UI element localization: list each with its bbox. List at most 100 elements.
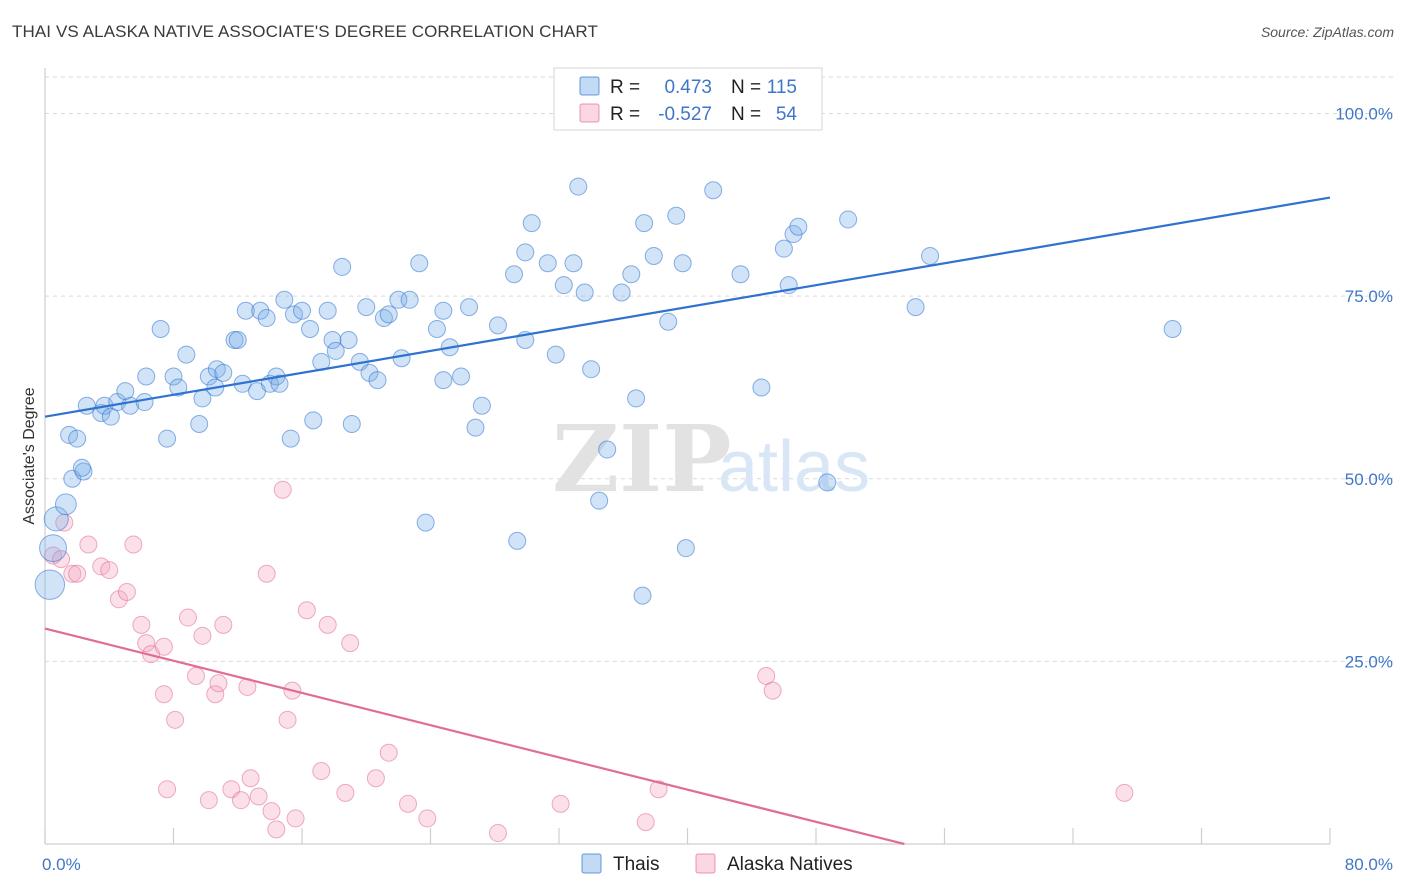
thais-point [554,276,573,295]
legend-n-value: 54 [776,104,798,125]
series-legend: Thais Alaska Natives [581,853,853,875]
x-tick-label: 80.0% [1345,855,1393,874]
alaska-natives-point [366,769,385,788]
alaska-natives-point [137,634,156,653]
thais-point [410,254,429,273]
thais-point [752,378,771,397]
thais-point [452,367,471,386]
series-legend-label: Thais [613,854,659,875]
thais-point [416,513,435,532]
alaska-natives-point [551,794,570,813]
thais-point [522,214,541,233]
alaska-natives-point [649,780,668,799]
alaska-natives-point [63,564,82,583]
alaska-natives-point [158,780,177,799]
alaska-natives-point [267,820,286,839]
thais-point [1163,320,1182,339]
thais-point [676,539,695,558]
alaska-natives-point [154,637,173,656]
alaska-natives-point [262,802,281,821]
alaska-natives-point [68,564,87,583]
thais-point [72,458,91,477]
thais-point [434,301,453,320]
thais-point [251,301,270,320]
y-tick-label: 25.0% [1345,652,1393,671]
alaska-natives-point [1115,783,1134,802]
thais-point [333,257,352,276]
thais-point [590,491,609,510]
thais-point [339,330,358,349]
legend-r-value: 0.473 [664,77,712,98]
alaska-natives-point [193,626,212,645]
thais-point [177,345,196,364]
thais-point [575,283,594,302]
thais-point [304,411,323,430]
thais-point [342,414,361,433]
thais-point [789,217,808,236]
thais-point [326,341,345,360]
thais-point [281,429,300,448]
thais-point [488,316,507,335]
legend-r-value: -0.527 [658,104,712,125]
thais-point [538,254,557,273]
trend-lines [44,196,1331,846]
alaska-natives-point [297,601,316,620]
thais-point [921,246,940,265]
tick-labels: 25.0% 50.0% 75.0% 100.0% 0.0% 80.0% [42,105,1393,874]
alaska-natives-point [186,666,205,685]
thais-point [505,265,524,284]
thais-point [582,360,601,379]
thais-point [236,301,255,320]
thais-point [839,210,858,229]
alaska-natives-point [488,824,507,843]
thais-point [135,393,154,412]
watermark-zip: ZIP [552,405,731,513]
thais-point [508,531,527,550]
x-tick-label: 0.0% [42,855,81,874]
thais-point [54,493,77,516]
alaska-natives-point [132,615,151,634]
thais-point [612,283,631,302]
thais-point [434,371,453,390]
thais-point [400,290,419,309]
thais-point [318,301,337,320]
alaska-natives-point [241,769,260,788]
thais-point [158,429,177,448]
thais-point [270,374,289,393]
thais-point [368,371,387,390]
thais-point [116,382,135,401]
thais-point [293,301,311,320]
alaska-natives-point [117,582,136,601]
thais-point [34,569,66,600]
thais-point [169,378,188,397]
thais-point [68,429,87,448]
thais-point [598,440,617,459]
thais-point [673,254,692,273]
thais-point [275,290,294,309]
thais-point [151,320,170,339]
thais-point [228,330,247,349]
alaska-natives-point [206,685,225,704]
thais-point [635,214,654,233]
alaska-natives-point [379,743,398,762]
alaska-natives-point [209,674,228,693]
thais-point [627,389,646,408]
series-legend-label: Alaska Natives [727,854,853,875]
chart-title: THAI VS ALASKA NATIVE ASSOCIATE'S DEGREE… [12,22,598,41]
alaska-natives-point [124,535,143,554]
thais-point [731,265,750,284]
thais-point [633,586,652,605]
legend-swatch [579,76,600,96]
alaska-natives-point [249,787,268,806]
legend-r-label: R = [610,77,640,98]
grid-lines [45,76,1393,662]
alaska-natives-point [178,608,197,627]
legend-r-label: R = [610,104,640,125]
thais-trend-line [44,196,1331,418]
thais-point [214,363,233,382]
alaska-natives-point [312,761,331,780]
thais-points [34,177,1182,605]
thais-point [466,418,485,437]
thais-point [774,239,793,258]
